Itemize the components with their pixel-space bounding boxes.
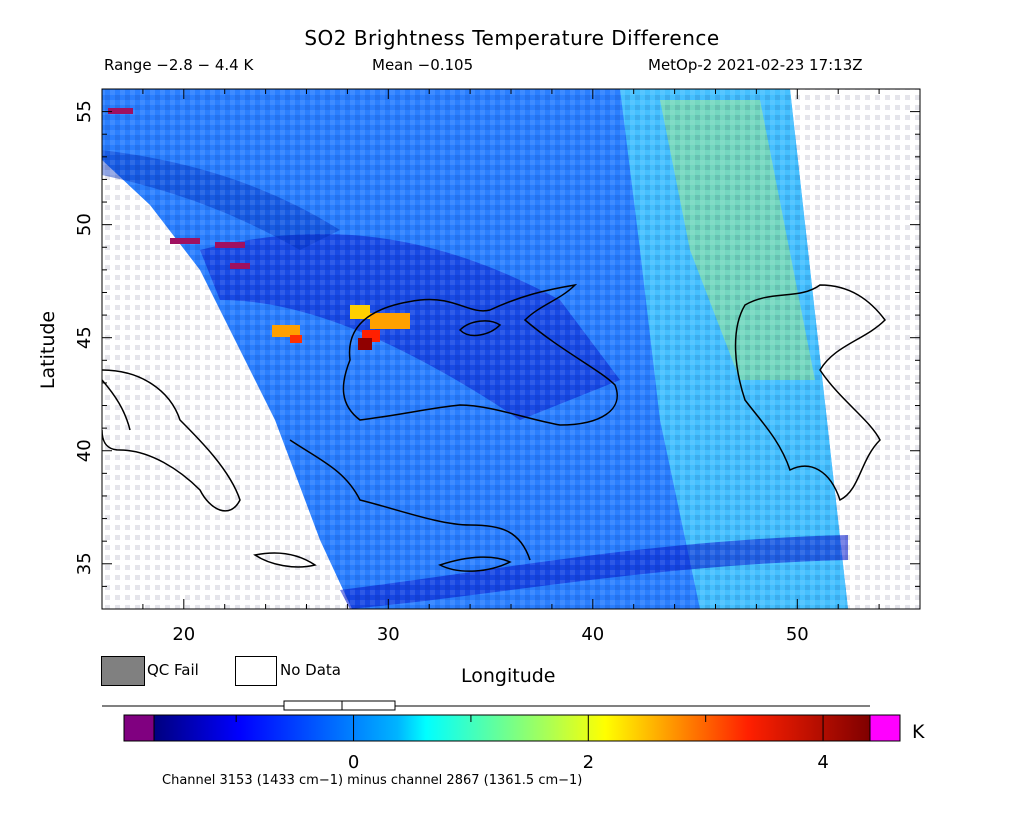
y-tick-label: 50 bbox=[74, 213, 95, 236]
colorbar: 0 2 4 K bbox=[102, 700, 925, 773]
crete-coast bbox=[253, 552, 317, 568]
colorbar-over-swatch bbox=[869, 714, 901, 742]
y-tick-label: 55 bbox=[74, 100, 95, 123]
colorbar-range-box bbox=[283, 700, 396, 711]
x-tick-label: 30 bbox=[377, 624, 400, 645]
longitude-tick-labels: 20 30 40 50 bbox=[172, 624, 808, 645]
italy-coast bbox=[102, 379, 131, 431]
greece-coast bbox=[102, 369, 241, 512]
colorbar-tick-label: 2 bbox=[583, 752, 594, 773]
y-tick-label: 40 bbox=[74, 439, 95, 462]
colorbar-gradient bbox=[153, 714, 871, 742]
map-title: SO2 Brightness Temperature Difference bbox=[304, 26, 720, 50]
x-axis-label: Longitude bbox=[461, 665, 556, 687]
y-axis-label: Latitude bbox=[37, 311, 59, 389]
channel-footnote: Channel 3153 (1433 cm−1) minus channel 2… bbox=[162, 773, 583, 788]
coastlines bbox=[102, 283, 886, 572]
x-tick-label: 20 bbox=[172, 624, 195, 645]
satellite-time-label: MetOp-2 2021-02-23 17:13Z bbox=[648, 56, 863, 74]
data-swath bbox=[102, 89, 920, 609]
caspian-coast bbox=[734, 284, 886, 502]
no-data-label: No Data bbox=[280, 661, 341, 679]
cyprus-coast bbox=[438, 556, 512, 572]
colorbar-ticks bbox=[235, 715, 824, 741]
qc-fail-swatch bbox=[101, 656, 145, 686]
axis-ticks bbox=[101, 88, 921, 610]
y-tick-label: 35 bbox=[74, 552, 95, 575]
range-label: Range −2.8 − 4.4 K bbox=[104, 56, 254, 74]
x-tick-label: 50 bbox=[786, 624, 809, 645]
colorbar-unit: K bbox=[912, 721, 925, 743]
colorbar-under-swatch bbox=[123, 714, 155, 742]
colorbar-tick-label: 4 bbox=[817, 752, 828, 773]
black-sea-coast bbox=[342, 283, 618, 426]
y-tick-label: 45 bbox=[74, 326, 95, 349]
x-tick-label: 40 bbox=[581, 624, 604, 645]
no-data-swatch bbox=[235, 656, 277, 686]
anatolia-south-coast bbox=[289, 439, 531, 561]
latitude-tick-labels: 55 50 45 40 35 bbox=[74, 100, 95, 575]
colorbar-tick-label: 0 bbox=[348, 752, 359, 773]
qc-fail-label: QC Fail bbox=[147, 661, 199, 679]
mean-label: Mean −0.105 bbox=[372, 56, 474, 74]
crimea-coast bbox=[458, 320, 502, 337]
colorbar-tick-labels: 0 2 4 bbox=[348, 752, 829, 773]
